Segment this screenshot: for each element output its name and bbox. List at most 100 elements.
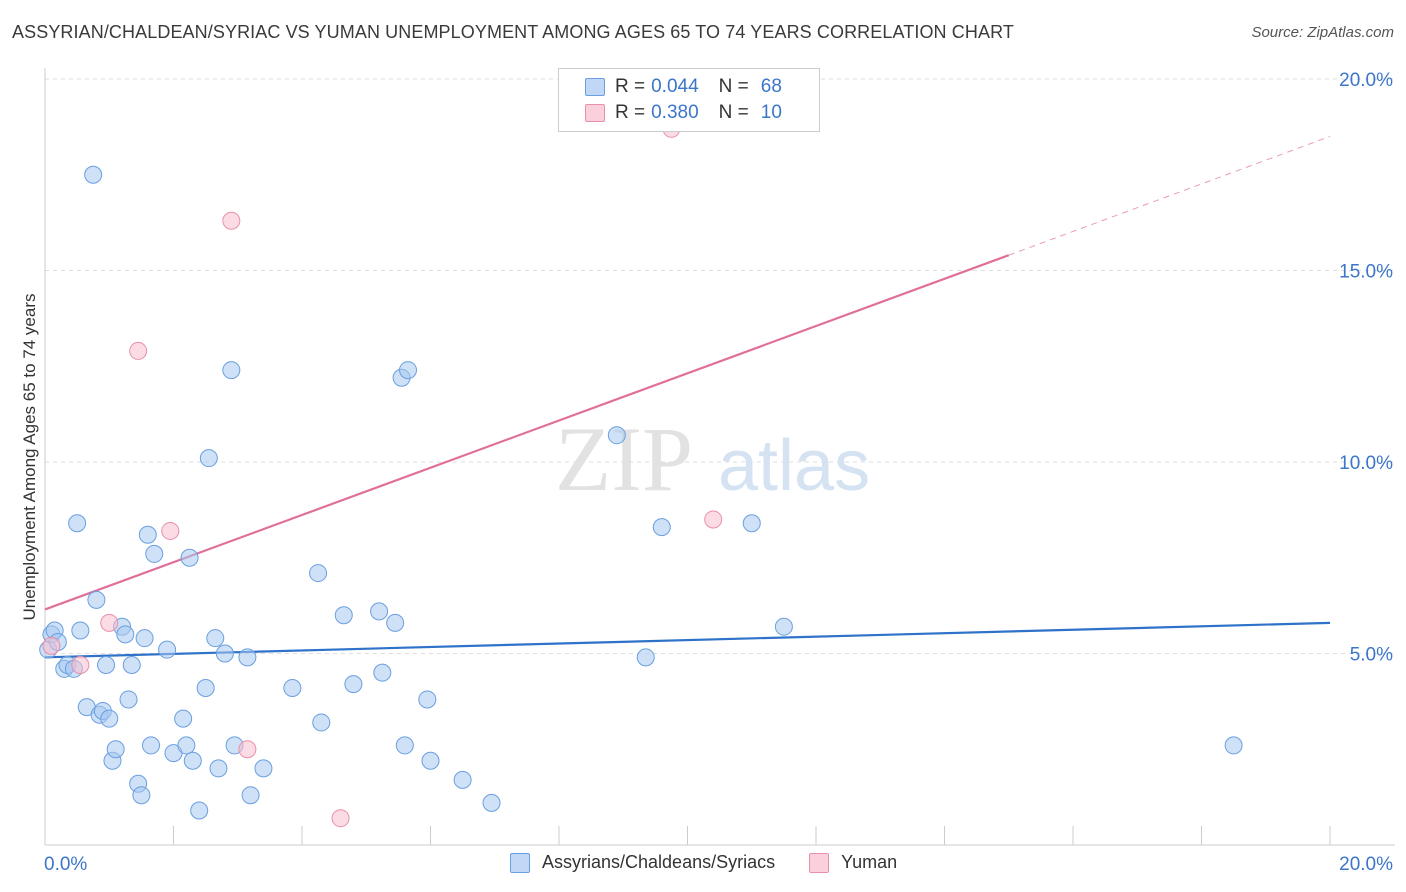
legend-row-yuman: R = 0.380 N = 10 <box>585 101 782 125</box>
point-assyrian <box>138 525 157 544</box>
legend-swatch-assyrian <box>585 78 605 96</box>
point-assyrian <box>71 621 90 640</box>
legend-r-value: 0.044 <box>651 76 699 97</box>
point-assyrian <box>122 655 141 674</box>
legend-swatch-yuman <box>809 852 830 873</box>
legend-r-value: 0.380 <box>651 102 699 123</box>
point-assyrian <box>119 690 138 709</box>
legend-item-assyrian[interactable]: Assyrians/Chaldeans/Syriacs <box>510 852 775 873</box>
point-assyrian <box>206 629 225 648</box>
point-assyrian <box>652 518 671 537</box>
point-yuman <box>704 510 723 529</box>
point-assyrian <box>344 675 363 694</box>
point-assyrian <box>453 770 472 789</box>
legend-r-label: R = <box>615 76 646 97</box>
legend-swatch-yuman <box>585 104 605 122</box>
legend-swatch-assyrian <box>510 852 530 873</box>
watermark-atlas: atlas <box>718 426 870 506</box>
watermark-zip: ZIP <box>555 408 693 510</box>
point-assyrian <box>68 514 87 533</box>
y-tick-label: 5.0% <box>1350 645 1393 666</box>
point-assyrian <box>399 361 418 380</box>
legend-item-yuman[interactable]: Yuman <box>809 852 897 873</box>
x-tick-label: 20.0% <box>1339 854 1393 875</box>
point-assyrian <box>421 751 440 770</box>
data-points <box>39 119 1243 828</box>
point-assyrian <box>238 648 257 667</box>
legend-n-value: 68 <box>760 76 782 97</box>
point-assyrian <box>370 602 389 621</box>
point-assyrian <box>199 449 218 468</box>
trend-line-yuman <box>44 254 1010 611</box>
point-assyrian <box>309 564 328 583</box>
point-assyrian <box>87 590 106 609</box>
point-yuman <box>100 613 119 632</box>
point-assyrian <box>742 514 761 533</box>
point-assyrian <box>482 793 501 812</box>
trend-line-yuman-extension <box>1008 135 1331 256</box>
point-assyrian <box>135 629 154 648</box>
x-tick-label: 0.0% <box>44 854 87 875</box>
y-tick-label: 10.0% <box>1339 453 1393 474</box>
point-assyrian <box>106 740 125 759</box>
point-yuman <box>238 740 257 759</box>
point-assyrian <box>607 426 626 445</box>
point-assyrian <box>334 606 353 625</box>
point-assyrian <box>312 713 331 732</box>
legend-row-assyrian: R = 0.044 N = 68 <box>585 75 782 99</box>
point-assyrian <box>196 678 215 697</box>
legend-n-label: N = <box>718 76 749 97</box>
point-assyrian <box>174 709 193 728</box>
grid-lines <box>45 78 1395 654</box>
tick-labels: 5.0% 10.0% 15.0% 20.0% 0.0% 20.0% <box>44 70 1393 875</box>
point-assyrian <box>183 751 202 770</box>
point-assyrian <box>132 786 151 805</box>
trend-lines <box>44 135 1331 659</box>
point-yuman <box>331 809 350 828</box>
point-assyrian <box>84 165 103 184</box>
point-assyrian <box>177 736 196 755</box>
point-assyrian <box>116 625 135 644</box>
point-assyrian <box>283 678 302 697</box>
point-assyrian <box>386 613 405 632</box>
point-assyrian <box>97 655 116 674</box>
point-assyrian <box>636 648 655 667</box>
point-yuman <box>71 655 90 674</box>
series-legend: Assyrians/Chaldeans/Syriacs Yuman <box>510 852 931 873</box>
trend-line-assyrian <box>44 621 1331 659</box>
y-tick-label: 15.0% <box>1339 262 1393 283</box>
point-assyrian <box>158 640 177 659</box>
point-yuman <box>161 521 180 540</box>
point-assyrian <box>241 786 260 805</box>
point-assyrian <box>395 736 414 755</box>
watermark: ZIP atlas <box>555 408 870 510</box>
point-assyrian <box>254 759 273 778</box>
legend-label-yuman: Yuman <box>841 852 898 872</box>
legend-label-assyrian: Assyrians/Chaldeans/Syriacs <box>542 852 776 872</box>
point-assyrian <box>209 759 228 778</box>
point-assyrian <box>215 644 234 663</box>
point-assyrian <box>142 736 161 755</box>
y-axis-label: Unemployment Among Ages 65 to 74 years <box>20 293 39 621</box>
point-assyrian <box>100 709 119 728</box>
point-assyrian <box>222 361 241 380</box>
point-yuman <box>129 341 148 360</box>
chart-title: ASSYRIAN/CHALDEAN/SYRIAC VS YUMAN UNEMPL… <box>12 22 1014 42</box>
point-yuman <box>42 636 61 655</box>
point-assyrian <box>418 690 437 709</box>
chart-source: Source: ZipAtlas.com <box>1251 24 1394 41</box>
legend-n-label: N = <box>718 102 749 123</box>
axes <box>44 68 1395 846</box>
point-assyrian <box>373 663 392 682</box>
point-yuman <box>222 211 241 230</box>
point-assyrian <box>190 801 209 820</box>
point-assyrian <box>145 544 164 563</box>
point-assyrian <box>180 548 199 567</box>
legend-n-value: 10 <box>760 102 782 123</box>
y-tick-label: 20.0% <box>1339 70 1393 91</box>
point-assyrian <box>1224 736 1243 755</box>
point-assyrian <box>774 617 793 636</box>
legend-r-label: R = <box>615 102 646 123</box>
